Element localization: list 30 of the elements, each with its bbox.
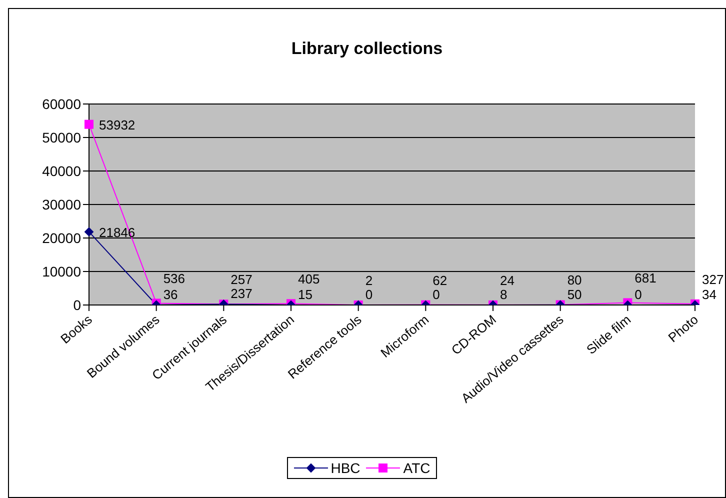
data-label: 24: [500, 272, 514, 288]
data-label: 405: [298, 272, 320, 287]
legend-label: ATC: [402, 460, 430, 476]
chart-title: Library collections: [290, 39, 444, 59]
y-tick-label: 10000: [42, 263, 82, 280]
data-label: 2: [365, 272, 373, 288]
y-tick-label: 20000: [42, 230, 82, 246]
data-label: 34: [702, 286, 716, 302]
data-label: 62: [432, 272, 448, 288]
data-label: 8: [500, 286, 508, 302]
y-tick-label: 40000: [42, 162, 82, 179]
data-label: 257: [230, 272, 252, 288]
y-tick-label: 0: [73, 296, 82, 313]
data-label: 50: [567, 286, 582, 302]
data-label: 36: [163, 286, 178, 302]
data-label: 327: [702, 272, 724, 287]
data-label: 0: [432, 287, 440, 302]
y-tick-label: 60000: [42, 96, 82, 112]
data-label: 681: [634, 270, 656, 286]
data-label: 0: [634, 287, 642, 302]
y-tick-label: 30000: [42, 196, 82, 212]
data-label: 0: [365, 287, 373, 302]
data-label: 536: [163, 271, 186, 286]
data-label: 15: [298, 286, 312, 302]
data-label: 53932: [99, 117, 136, 132]
legend-label: HBC: [330, 460, 360, 476]
y-tick-label: 50000: [42, 129, 82, 146]
data-label: 237: [230, 286, 252, 302]
data-label: 80: [567, 272, 582, 288]
x-tick-label: Slide film: [584, 312, 634, 358]
